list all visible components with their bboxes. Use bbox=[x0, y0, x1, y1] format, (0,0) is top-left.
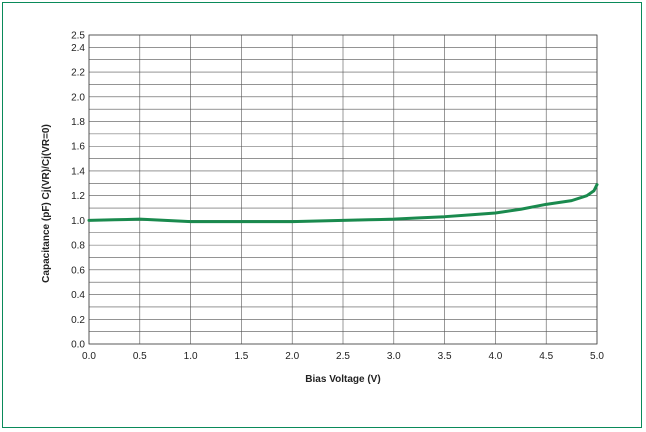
y-tick-label: 1.4 bbox=[71, 166, 85, 177]
y-tick-label: 0.2 bbox=[71, 315, 85, 326]
x-tick-label: 1.0 bbox=[184, 351, 198, 362]
y-tick-label: 0.6 bbox=[71, 265, 85, 276]
y-tick-label: 2.0 bbox=[71, 92, 85, 103]
y-tick-labels: 0.0 0.2 0.4 0.6 0.8 1.0 1.2 1.4 1.6 1.8 2.0 2.2 2.42… bbox=[71, 31, 85, 351]
x-tick-labels: 0.0 0.5 1.0 1.5 2.0 2.5 3.0 3.5 4.0 4.5 5.0 bbox=[82, 351, 604, 362]
x-tick-label: 3.0 bbox=[387, 351, 401, 362]
x-tick-label: 4.0 bbox=[488, 351, 502, 362]
x-tick-label: 5.0 bbox=[590, 351, 604, 362]
x-tick-label: 2.5 bbox=[336, 351, 350, 362]
plot-border bbox=[88, 34, 598, 345]
capacitance-chart: 0.00.20.40.60.81.01.21.41.61.82.02.22.42… bbox=[41, 31, 604, 386]
chart-frame: 0.0 0.2 0.4 0.6 0.8 1.0 1.2 1.4 1.6 1.8 2.0 2.2 2.4 2… bbox=[2, 2, 642, 428]
y-tick-label: 0.0 bbox=[71, 340, 85, 351]
y-tick-label: 1.0 bbox=[71, 216, 85, 227]
y-tick-label: 2.2 bbox=[71, 68, 85, 79]
y-tick-label: 0.4 bbox=[71, 290, 85, 301]
x-tick-label: 0.5 bbox=[133, 351, 147, 362]
x-tick-label: 1.5 bbox=[234, 351, 248, 362]
x-tick-label: 0.0 bbox=[82, 351, 96, 362]
x-tick-label: 2.0 bbox=[285, 351, 299, 362]
y-tick-label: 0.8 bbox=[71, 241, 85, 252]
y-tick-label: 1.2 bbox=[71, 191, 85, 202]
y-tick-label: 2.4 bbox=[71, 43, 85, 54]
y-tick-label: 1.6 bbox=[71, 142, 85, 153]
x-axis-title: Bias Voltage (V) bbox=[305, 374, 380, 385]
series-line bbox=[87, 183, 599, 224]
y-tick-label: 1.8 bbox=[71, 117, 85, 128]
y-tick-label: 2.5 bbox=[71, 31, 85, 42]
grid bbox=[88, 34, 598, 345]
y-axis-title: Capacitance (pF) Cj(VR)/Cj(VR=0) bbox=[41, 124, 52, 283]
x-tick-label: 3.5 bbox=[438, 351, 452, 362]
x-tick-label: 4.5 bbox=[539, 351, 553, 362]
